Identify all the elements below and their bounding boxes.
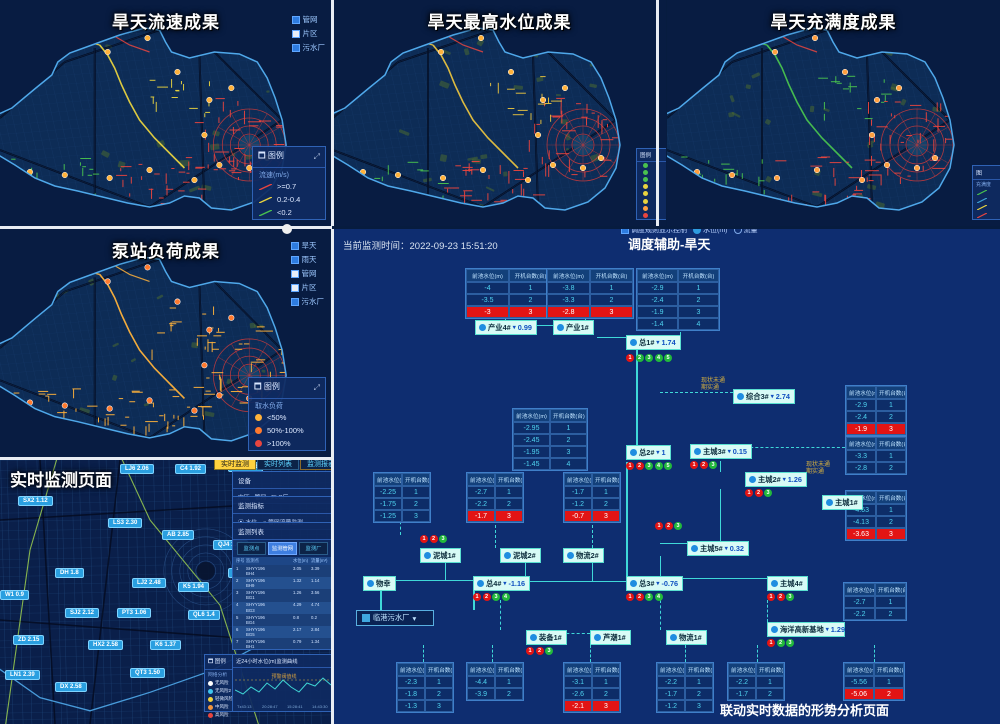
svg-text:Tz43:13: Tz43:13 (237, 704, 252, 709)
svg-text:14:43:30: 14:43:30 (312, 704, 328, 709)
svg-text:15:28:41: 15:28:41 (287, 704, 303, 709)
svg-text:预警阀值线: 预警阀值线 (271, 673, 296, 680)
svg-text:20:28:47: 20:28:47 (262, 704, 278, 709)
